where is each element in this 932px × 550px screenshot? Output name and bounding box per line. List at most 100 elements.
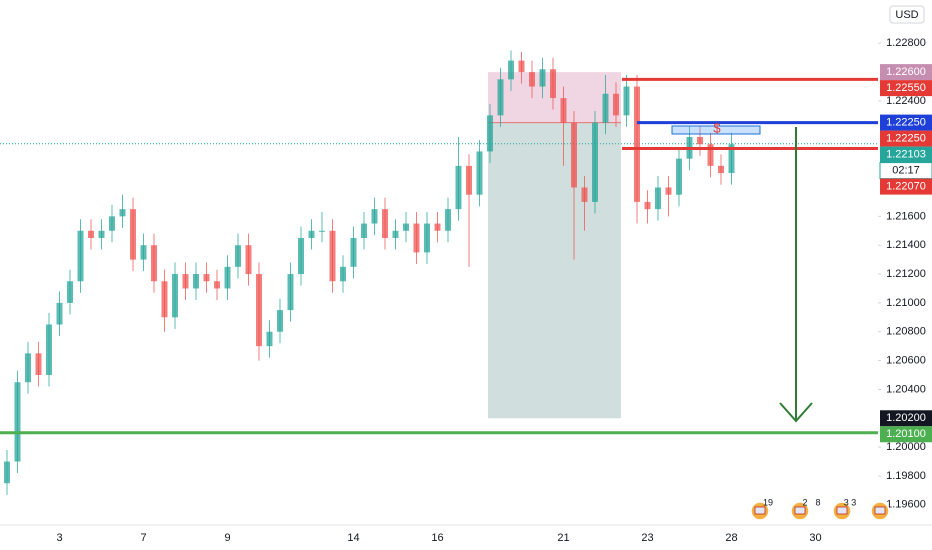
y-tick-label: 1.19600 — [886, 499, 926, 511]
candle-body — [403, 223, 409, 231]
x-tick-label: 3 — [56, 532, 62, 544]
candle-body — [77, 230, 84, 282]
candle-body — [298, 237, 304, 275]
y-tick-label: 1.22400 — [886, 95, 926, 107]
candle-body — [256, 274, 262, 347]
candle-body — [487, 115, 493, 152]
y-tick-label: 1.19800 — [886, 470, 926, 482]
candle-body — [277, 310, 283, 332]
candle-body — [697, 137, 703, 145]
event-flag — [794, 506, 806, 515]
y-tick-label: 1.22800 — [886, 37, 926, 49]
candle-body — [392, 230, 399, 238]
candle-body — [644, 201, 651, 210]
candle-body — [676, 158, 682, 195]
candle-body — [308, 230, 315, 238]
candle-body — [623, 86, 630, 116]
candle-body — [581, 187, 588, 202]
currency[interactable]: USD — [895, 9, 918, 21]
candle-body — [46, 324, 52, 375]
price-badge — [880, 178, 932, 195]
x-tick-label: 7 — [140, 532, 146, 544]
price-badge-label: 1.22600 — [886, 66, 926, 78]
candle-body — [119, 209, 126, 217]
price-badge — [880, 64, 932, 81]
candle-body — [476, 151, 483, 195]
candle-body — [571, 122, 577, 188]
candle-body — [665, 187, 672, 195]
candle-body — [224, 266, 231, 289]
candle-body — [518, 60, 525, 73]
event-count: 3 3 — [844, 497, 857, 507]
price-badge — [880, 80, 932, 97]
candle-body — [718, 165, 724, 174]
candle-body — [371, 209, 378, 224]
candle-body — [497, 79, 504, 116]
price-badge — [880, 426, 932, 443]
candle-body — [235, 245, 241, 267]
candle-body — [56, 302, 63, 325]
candle-body — [413, 223, 420, 253]
price-badge-label: 1.20200 — [886, 412, 926, 424]
y-tick-label: 1.21200 — [886, 268, 926, 280]
candle-body — [455, 165, 462, 210]
y-tick-label: 1.21400 — [886, 239, 926, 251]
candle-body — [245, 245, 252, 275]
y-tick-label: 1.20400 — [886, 383, 926, 395]
event-flag — [874, 506, 886, 515]
event-flag — [754, 506, 766, 515]
candle-body — [592, 122, 598, 202]
x-tick-label: 21 — [557, 532, 569, 544]
candle-body — [214, 281, 220, 289]
candle-body — [109, 216, 115, 231]
event-count: 19 — [763, 497, 773, 507]
candle-body — [340, 266, 346, 282]
y-tick-label: 1.20800 — [886, 326, 926, 338]
candle-body — [445, 209, 451, 231]
candle-body — [35, 353, 42, 375]
x-tick-label: 9 — [224, 532, 230, 544]
x-tick-label: 28 — [725, 532, 737, 544]
y-tick-label: 1.21600 — [886, 210, 926, 222]
candle-body — [25, 353, 31, 383]
event-count: 8 — [815, 497, 820, 507]
x-tick-label: 23 — [641, 532, 653, 544]
y-tick-label: 1.20600 — [886, 354, 926, 366]
candle-body — [130, 209, 136, 260]
target-zone — [488, 122, 621, 419]
candle-body — [98, 230, 105, 238]
y-tick-label: 1.20000 — [886, 441, 926, 453]
candle-body — [634, 86, 640, 202]
arrow-head — [779, 402, 813, 423]
candle-body — [172, 274, 178, 318]
candle-body — [319, 230, 325, 232]
candle-body — [350, 237, 357, 267]
candle-body — [361, 223, 367, 238]
candle-body — [4, 461, 10, 484]
annotation: $ — [713, 120, 721, 135]
event-count: 2 — [802, 497, 807, 507]
candle-body — [287, 274, 294, 311]
candle-body — [560, 98, 567, 123]
x-tick-label: 16 — [431, 532, 443, 544]
candle-body — [539, 69, 546, 87]
candle-body — [182, 274, 189, 289]
candle-body — [161, 281, 168, 318]
price-badge — [880, 146, 932, 163]
y-tick-label: 1.21000 — [886, 297, 926, 309]
x-tick-label: 14 — [347, 532, 359, 544]
candle-body — [382, 209, 388, 238]
candle-body — [728, 144, 735, 174]
candle-body — [266, 331, 273, 347]
candle-body — [602, 93, 609, 123]
price-badge — [880, 130, 932, 147]
candle-body — [14, 382, 21, 462]
candle-body — [140, 245, 147, 260]
candle-body — [203, 274, 210, 282]
price-badge — [880, 410, 932, 427]
price-badge-label: 1.20100 — [886, 428, 926, 440]
currency-box[interactable] — [889, 5, 925, 24]
x-tick-label: 30 — [809, 532, 821, 544]
